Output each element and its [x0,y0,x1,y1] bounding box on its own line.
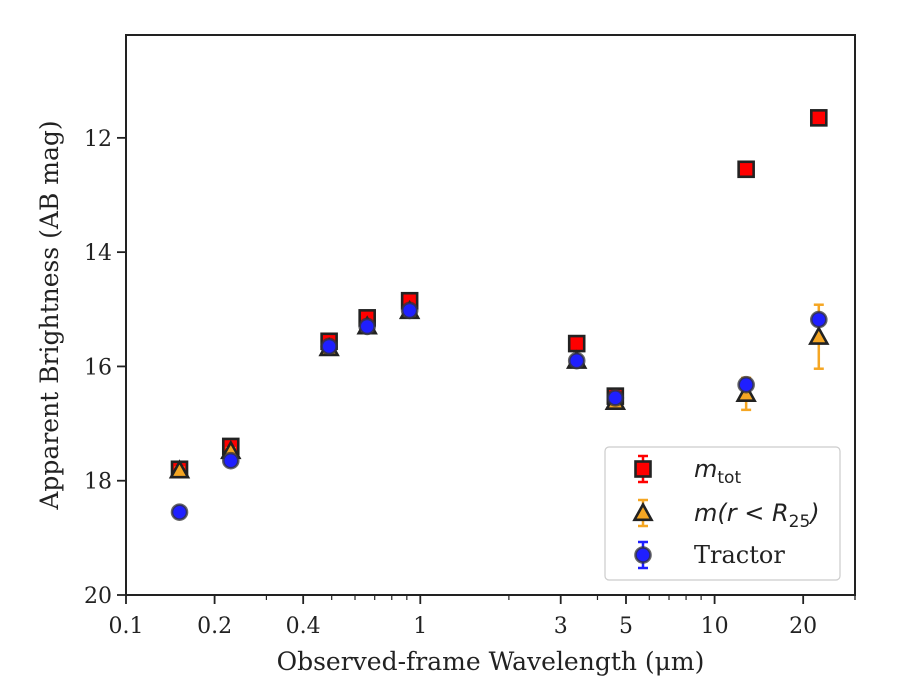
y-tick-label: 14 [84,241,112,266]
data-point [737,375,755,394]
marker [567,351,586,370]
legend-label: m(r < R25) [694,499,820,532]
marker [358,317,376,336]
x-tick-label: 0.4 [286,614,321,639]
marker [809,310,828,329]
data-point [567,334,586,353]
data-point [809,109,828,127]
x-tick-label: 0.1 [109,614,144,639]
marker [221,451,240,470]
y-tick-label: 12 [84,127,112,152]
data-point [221,451,240,470]
x-tick-label: 5 [619,614,633,639]
x-tick-label: 1 [413,614,427,639]
legend-label: Tractor [694,541,785,569]
marker [170,503,189,521]
marker [737,160,755,179]
legend-marker [634,546,652,564]
data-point [400,301,419,320]
legend: mtot m(r < R25) Tractor [604,446,841,581]
data-point [808,303,830,370]
legend-label: mtot [694,455,741,488]
data-points [168,109,830,521]
legend-entry: m(r < R25) [632,498,820,532]
legend-marker [632,501,654,522]
x-tick-label: 20 [789,614,817,639]
marker [567,334,586,353]
x-tick-label: 3 [554,614,568,639]
data-point [606,389,625,407]
plot-frame [125,34,856,596]
x-tick-label: 10 [701,614,729,639]
series-circle [170,301,828,521]
marker [400,301,419,320]
marker [320,337,338,356]
marker [808,325,830,345]
y-tick-label: 20 [84,584,112,609]
marker [606,389,625,407]
marker [809,109,828,127]
axis-ticks: 0.1 0.2 0.4 1 3 5 10 20 12 14 16 18 20 [84,127,856,639]
legend-box [604,446,841,581]
y-tick-label: 18 [84,470,112,495]
marker [737,375,755,394]
data-point [358,317,376,336]
series-square [170,109,828,479]
legend-entry: Tractor [634,540,785,570]
data-point [809,310,828,329]
data-point [737,160,755,179]
x-axis-title: Observed-frame Wavelength (μm) [277,647,705,676]
data-point [168,459,191,479]
x-tick-label: 0.2 [197,614,232,639]
data-point [320,337,338,356]
marker [168,459,191,479]
y-axis-title: Apparent Brightness (AB mag) [35,120,64,510]
legend-entry: mtot [634,454,741,488]
legend-marker [634,460,652,478]
y-tick-label: 16 [84,355,112,380]
data-point [170,503,189,521]
data-point [567,351,586,370]
